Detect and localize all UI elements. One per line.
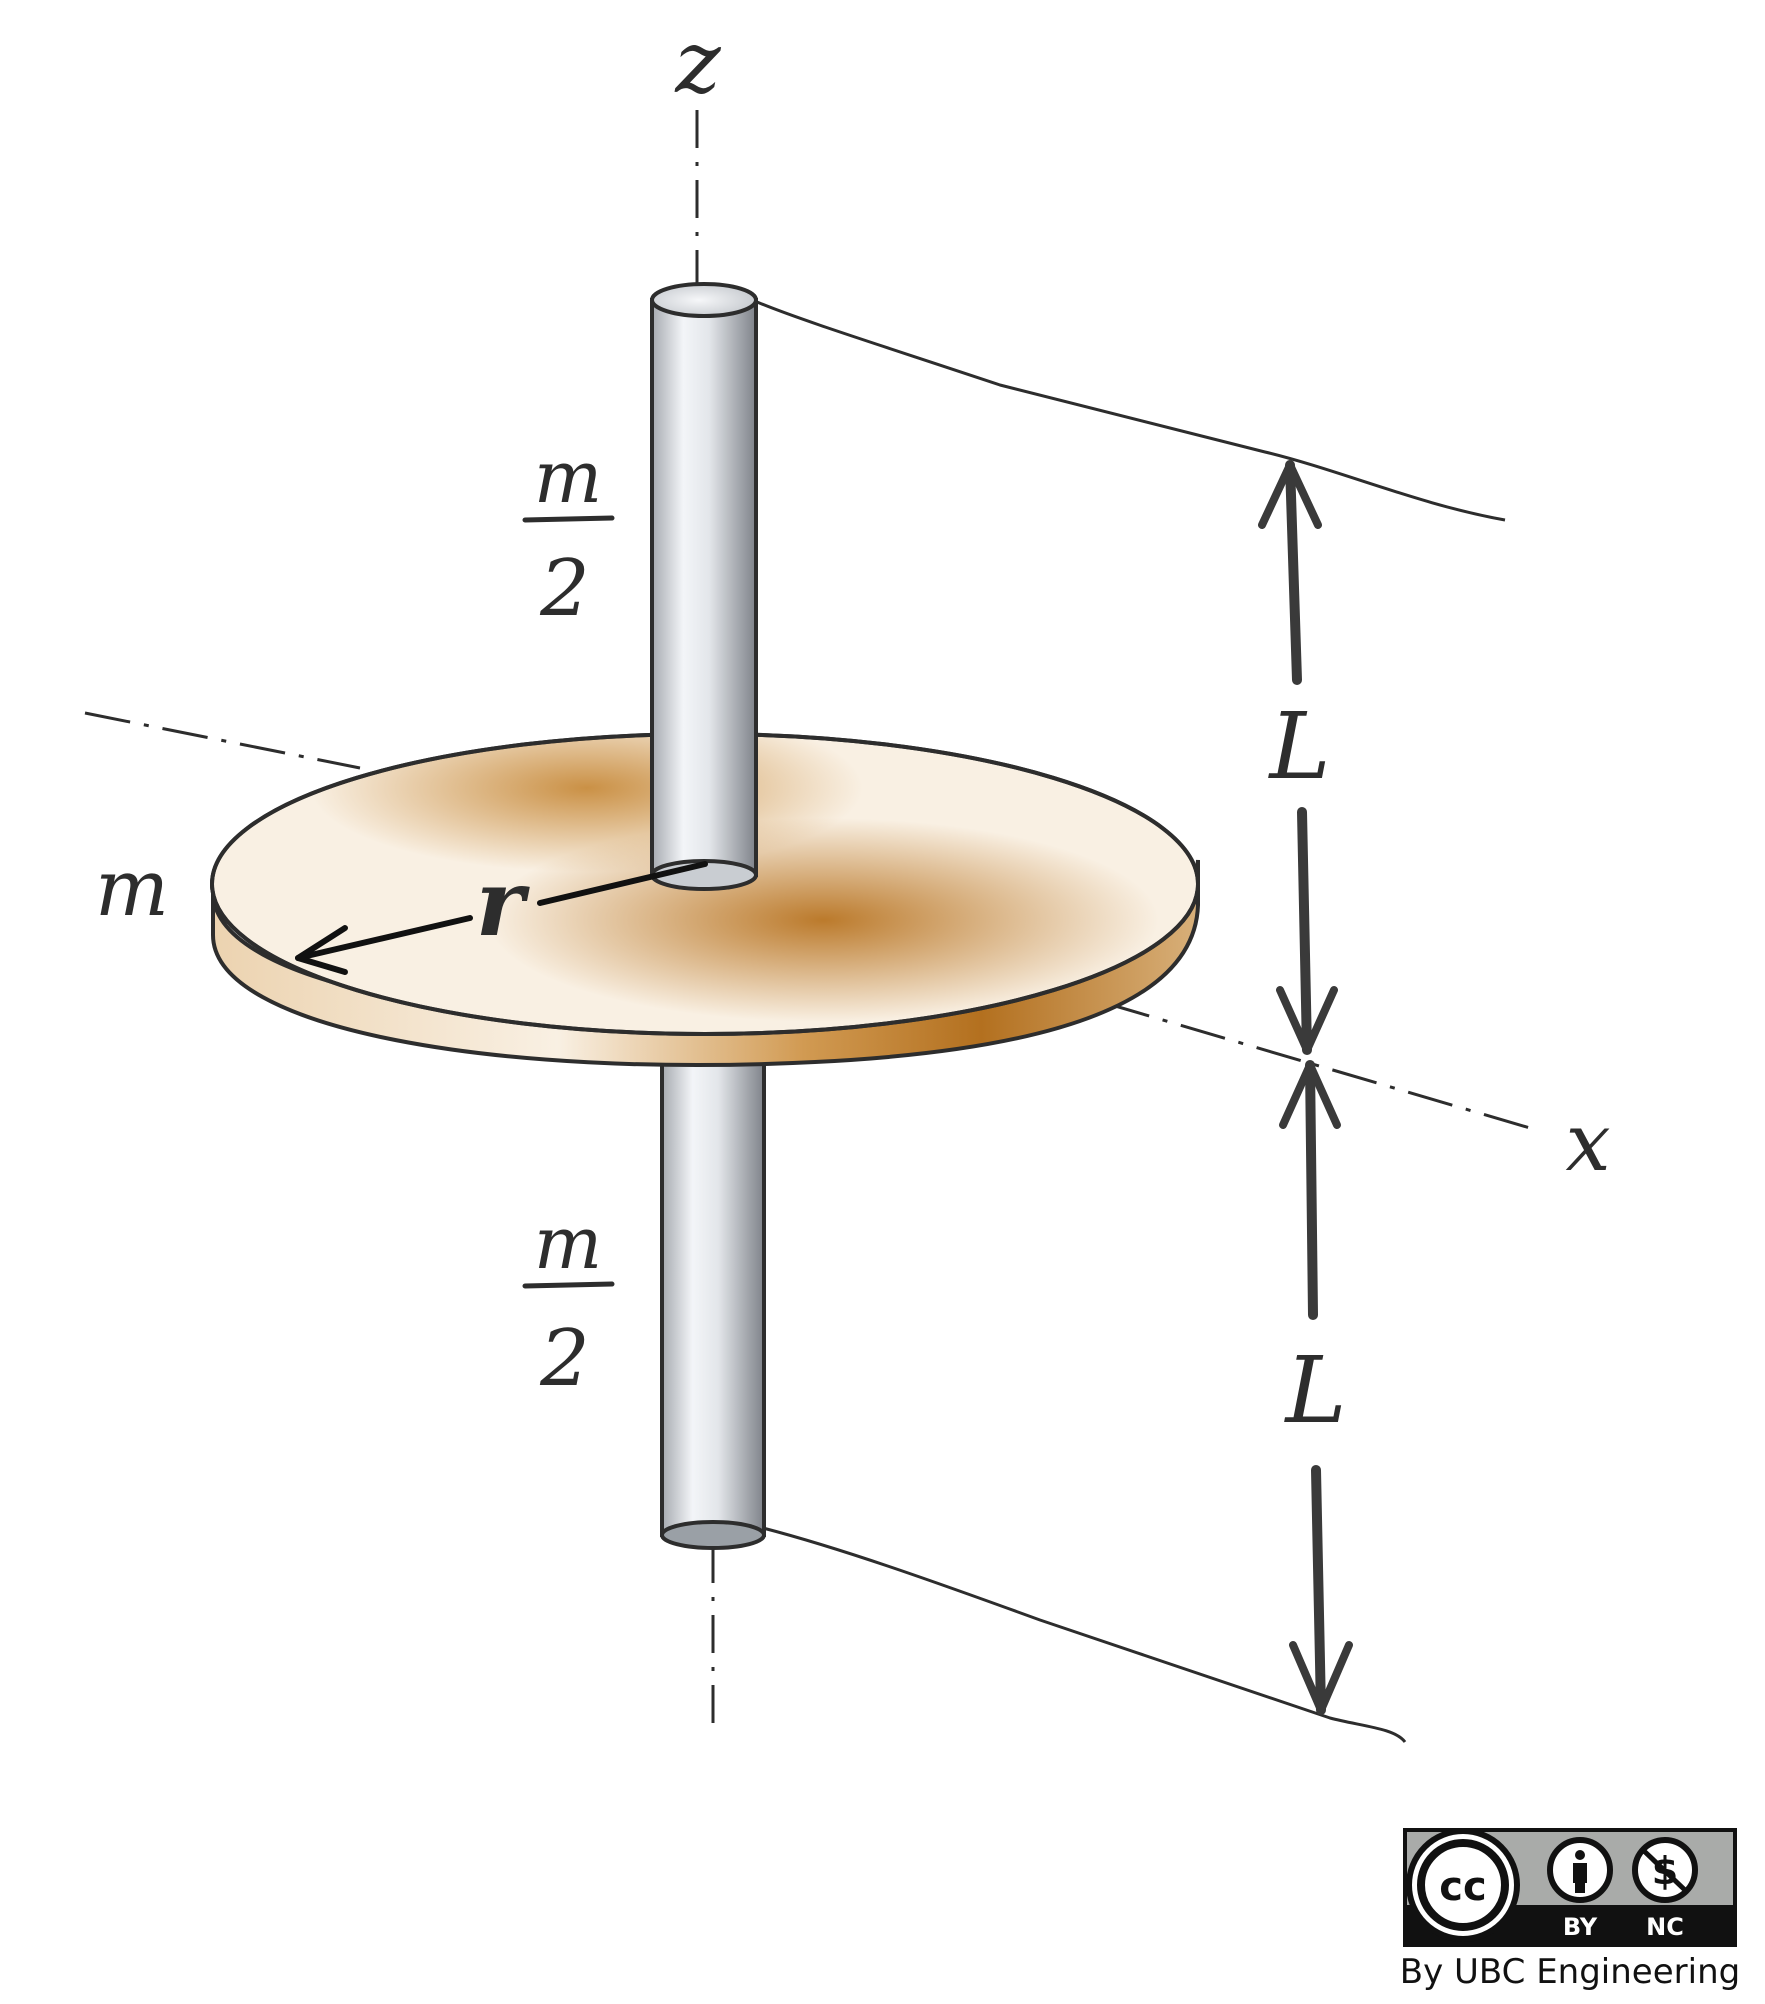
x-axis-line-right bbox=[1104, 1001, 1531, 1130]
x-axis-label: x bbox=[1565, 1096, 1610, 1189]
x-axis-line-left bbox=[84, 711, 361, 770]
upper-fraction-bar bbox=[522, 515, 615, 523]
license-by-label: BY bbox=[1563, 1913, 1598, 1941]
disk-mass-label: m bbox=[95, 844, 169, 934]
upper-dimension-arrow bbox=[1258, 460, 1338, 1055]
svg-text:cc: cc bbox=[1439, 1864, 1486, 1910]
credit-text: By UBC Engineering bbox=[1400, 1952, 1740, 1992]
noncommercial-icon: $ bbox=[1632, 1837, 1698, 1903]
upper-rod-mass-denominator: 2 bbox=[539, 544, 590, 634]
lower-rod-mass-denominator: 2 bbox=[539, 1314, 590, 1404]
lower-length-label: L bbox=[1283, 1337, 1346, 1444]
upper-rod bbox=[650, 282, 758, 891]
radius-label: r bbox=[476, 849, 531, 957]
lower-fraction-bar bbox=[522, 1281, 615, 1289]
lower-rod bbox=[660, 1058, 766, 1550]
license-badge: cc $ BY NC bbox=[1403, 1828, 1737, 1947]
z-axis-label: z bbox=[674, 13, 721, 113]
upper-extension-line bbox=[756, 300, 1506, 522]
upper-rod-mass-numerator: m bbox=[534, 435, 602, 519]
attribution-icon bbox=[1547, 1837, 1613, 1903]
lower-rod-mass-numerator: m bbox=[534, 1201, 602, 1285]
license-nc-label: NC bbox=[1646, 1913, 1684, 1941]
lower-dimension-arrow bbox=[1279, 1060, 1353, 1715]
radius-arrow bbox=[295, 861, 708, 975]
cc-icon: cc bbox=[1406, 1828, 1520, 1942]
lower-extension-line bbox=[762, 1526, 1407, 1744]
upper-length-label: L bbox=[1267, 693, 1330, 800]
